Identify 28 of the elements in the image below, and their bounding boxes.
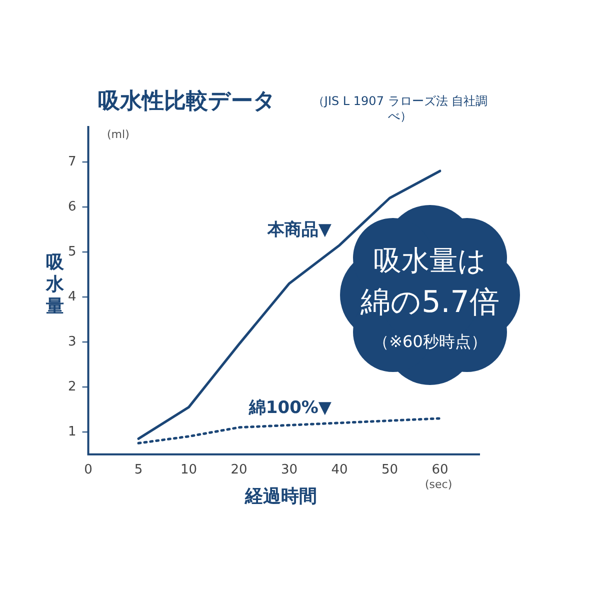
x-tick-label: 40 (331, 462, 348, 478)
line-series (137, 417, 442, 444)
annotation: 吸水量は (372, 243, 488, 279)
text: (sec) (425, 478, 452, 491)
annotation: （※60秒時点） (372, 332, 488, 353)
x-tick-label: 50 (381, 462, 398, 478)
y-axis-title: 吸水量 (46, 252, 65, 318)
annotation: 綿の5.7倍 (360, 284, 500, 322)
x-tick-label: 20 (230, 462, 248, 478)
x-axis-title: 経過時間 (245, 485, 317, 508)
y-tick-label: 6 (68, 199, 76, 214)
annotation: (ml) (107, 128, 130, 141)
y-tick-label: 3 (68, 334, 76, 350)
series-label: 綿100%▼ (248, 398, 332, 418)
series-label: 本商品▼ (266, 220, 332, 240)
x-tick-label: 0 (84, 462, 92, 478)
y-tick-label: 2 (68, 379, 76, 394)
x-tick-label: 5 (134, 462, 143, 478)
x-tick-label: 30 (280, 462, 298, 478)
x-tick-label: 10 (180, 462, 198, 478)
y-tick-label: 5 (68, 244, 76, 260)
chart-title: 吸水性比較データ (98, 88, 276, 116)
cloud-badge: 吸水量は 綿の5.7倍 （※60秒時点） (335, 200, 525, 390)
x-tick-label: 60 (432, 462, 448, 478)
y-tick-label: 7 (68, 154, 76, 170)
y-tick-label: 1 (68, 424, 76, 440)
chart-subtitle: （JIS L 1907 ラローズ法 自社調べ） (311, 94, 489, 124)
y-tick-label: 4 (68, 289, 76, 304)
